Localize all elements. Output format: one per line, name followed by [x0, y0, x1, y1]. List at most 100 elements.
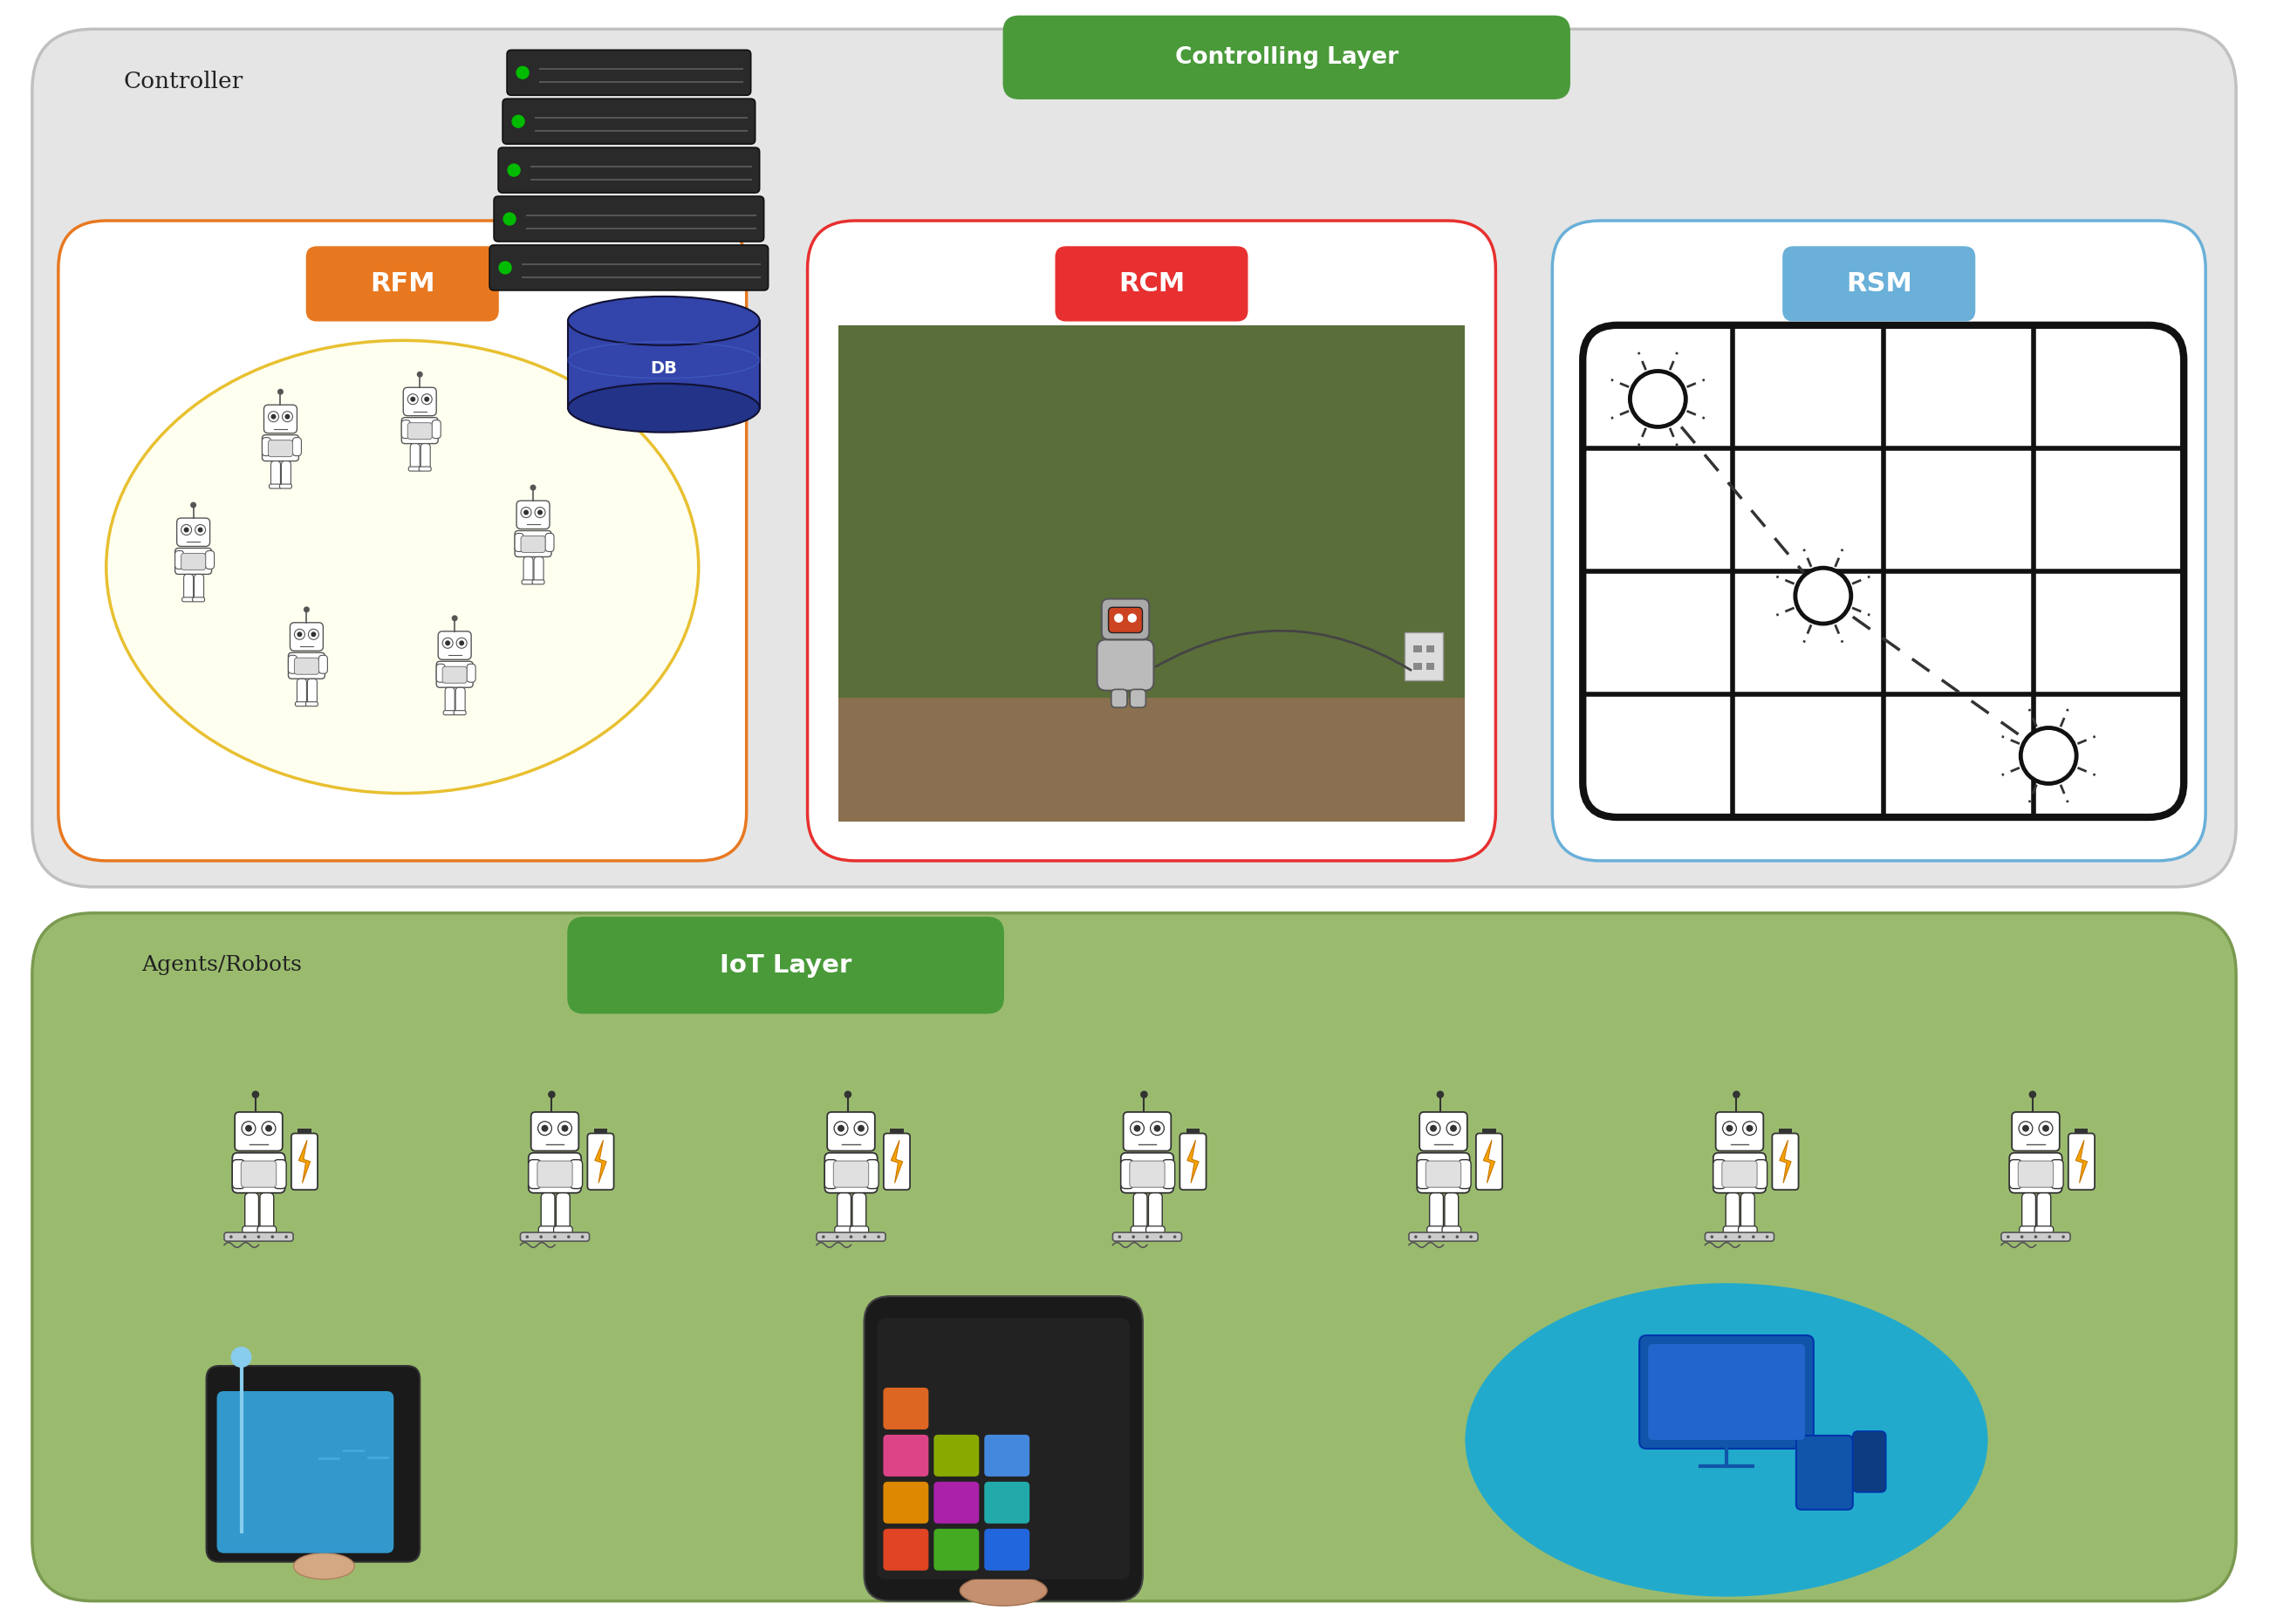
- FancyBboxPatch shape: [933, 1434, 978, 1476]
- FancyBboxPatch shape: [195, 575, 204, 599]
- FancyBboxPatch shape: [1582, 325, 2184, 817]
- FancyBboxPatch shape: [1639, 1335, 1814, 1449]
- FancyBboxPatch shape: [1725, 1194, 1739, 1229]
- FancyBboxPatch shape: [1124, 1112, 1171, 1151]
- Text: Controlling Layer: Controlling Layer: [1176, 45, 1398, 68]
- Bar: [1482, 1129, 1496, 1134]
- Text: DB: DB: [649, 361, 676, 377]
- FancyBboxPatch shape: [243, 1226, 261, 1234]
- FancyBboxPatch shape: [288, 653, 325, 679]
- FancyBboxPatch shape: [883, 1387, 928, 1429]
- Circle shape: [1732, 1091, 1741, 1098]
- FancyBboxPatch shape: [2011, 1112, 2059, 1151]
- FancyBboxPatch shape: [245, 1194, 259, 1229]
- FancyBboxPatch shape: [443, 666, 468, 684]
- FancyBboxPatch shape: [270, 484, 281, 489]
- Ellipse shape: [568, 297, 760, 346]
- Bar: [1412, 663, 1421, 669]
- Circle shape: [445, 640, 449, 646]
- Circle shape: [1428, 1236, 1430, 1239]
- FancyBboxPatch shape: [177, 518, 209, 546]
- Polygon shape: [300, 1140, 311, 1182]
- Circle shape: [838, 1125, 844, 1132]
- Circle shape: [2020, 728, 2077, 784]
- FancyBboxPatch shape: [1723, 1161, 1757, 1187]
- Circle shape: [2061, 1236, 2066, 1239]
- FancyBboxPatch shape: [207, 1366, 420, 1562]
- FancyBboxPatch shape: [515, 531, 552, 557]
- Circle shape: [1140, 1091, 1149, 1098]
- Circle shape: [277, 388, 284, 395]
- Circle shape: [281, 411, 293, 422]
- Circle shape: [297, 632, 302, 637]
- Polygon shape: [892, 1140, 903, 1182]
- FancyBboxPatch shape: [817, 1233, 885, 1241]
- FancyBboxPatch shape: [883, 1134, 910, 1190]
- FancyBboxPatch shape: [443, 711, 456, 715]
- FancyBboxPatch shape: [306, 247, 497, 322]
- FancyBboxPatch shape: [279, 484, 293, 489]
- Circle shape: [195, 525, 207, 534]
- FancyBboxPatch shape: [515, 533, 524, 552]
- FancyBboxPatch shape: [445, 687, 454, 713]
- Circle shape: [508, 164, 520, 177]
- Circle shape: [1426, 1122, 1439, 1135]
- FancyBboxPatch shape: [1416, 1153, 1469, 1194]
- FancyBboxPatch shape: [456, 687, 465, 713]
- FancyBboxPatch shape: [985, 1434, 1031, 1476]
- FancyBboxPatch shape: [402, 417, 438, 443]
- FancyBboxPatch shape: [520, 536, 545, 552]
- FancyBboxPatch shape: [1180, 1134, 1205, 1190]
- FancyBboxPatch shape: [506, 50, 751, 96]
- FancyBboxPatch shape: [1773, 1134, 1798, 1190]
- FancyBboxPatch shape: [1149, 1194, 1162, 1229]
- FancyBboxPatch shape: [1410, 1233, 1478, 1241]
- Circle shape: [261, 1122, 275, 1135]
- FancyBboxPatch shape: [318, 654, 327, 674]
- Circle shape: [527, 1236, 529, 1239]
- FancyBboxPatch shape: [1133, 1194, 1146, 1229]
- Circle shape: [1739, 1236, 1741, 1239]
- Circle shape: [1437, 1091, 1444, 1098]
- FancyBboxPatch shape: [2023, 1194, 2036, 1229]
- Circle shape: [197, 528, 202, 533]
- Circle shape: [311, 632, 316, 637]
- Circle shape: [284, 1236, 288, 1239]
- Circle shape: [422, 395, 431, 404]
- FancyBboxPatch shape: [490, 245, 767, 291]
- Circle shape: [270, 414, 277, 419]
- FancyBboxPatch shape: [436, 661, 472, 687]
- FancyBboxPatch shape: [261, 435, 300, 461]
- Circle shape: [524, 510, 529, 515]
- FancyBboxPatch shape: [1444, 1194, 1457, 1229]
- FancyBboxPatch shape: [1430, 1194, 1444, 1229]
- FancyBboxPatch shape: [568, 918, 1003, 1013]
- Circle shape: [540, 1236, 543, 1239]
- Circle shape: [1119, 1236, 1121, 1239]
- Circle shape: [2007, 1236, 2009, 1239]
- Circle shape: [191, 502, 197, 508]
- FancyBboxPatch shape: [1714, 1160, 1725, 1189]
- Circle shape: [257, 1236, 261, 1239]
- FancyBboxPatch shape: [824, 1153, 878, 1194]
- FancyBboxPatch shape: [1648, 1345, 1805, 1440]
- Text: IoT Layer: IoT Layer: [720, 953, 851, 978]
- FancyBboxPatch shape: [520, 1233, 590, 1241]
- FancyBboxPatch shape: [570, 1160, 583, 1189]
- FancyBboxPatch shape: [538, 1226, 558, 1234]
- Bar: [297, 1129, 311, 1134]
- FancyBboxPatch shape: [1121, 1160, 1133, 1189]
- FancyBboxPatch shape: [468, 664, 477, 682]
- Circle shape: [1743, 1122, 1757, 1135]
- FancyBboxPatch shape: [420, 443, 431, 469]
- Ellipse shape: [960, 1575, 1046, 1606]
- Text: RSM: RSM: [1846, 271, 1911, 297]
- Text: RFM: RFM: [370, 271, 436, 297]
- Circle shape: [456, 638, 468, 648]
- Bar: [1405, 632, 1444, 680]
- FancyBboxPatch shape: [540, 1194, 554, 1229]
- FancyBboxPatch shape: [241, 1161, 277, 1187]
- Circle shape: [2034, 1236, 2036, 1239]
- Circle shape: [1130, 1122, 1144, 1135]
- FancyBboxPatch shape: [32, 29, 2236, 887]
